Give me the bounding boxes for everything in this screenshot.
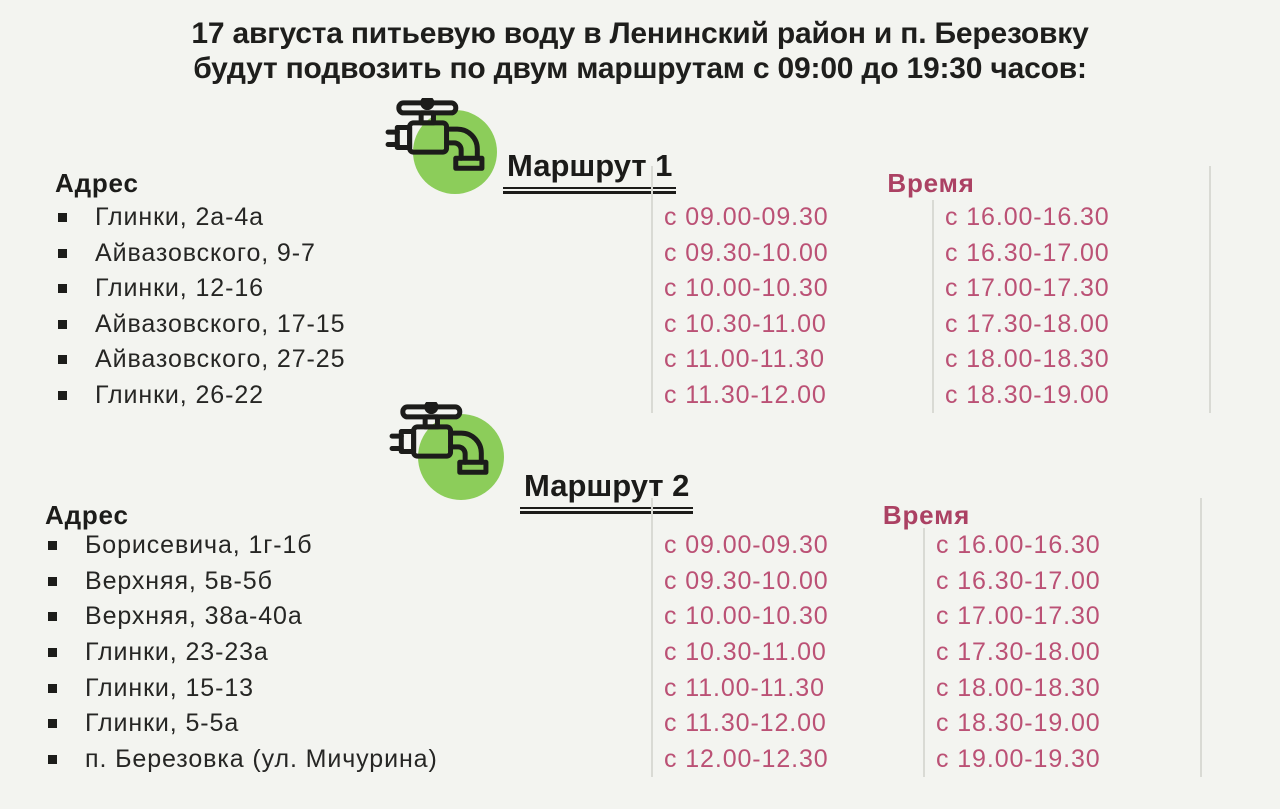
page-title: 17 августа питьевую воду в Ленинский рай… [0, 16, 1280, 86]
time-slot-morning: с 11.30-12.00 [651, 377, 932, 413]
address-cell: Верхняя, 5в-5б [45, 564, 651, 600]
time-slot-morning: с 09.30-10.00 [651, 563, 923, 600]
address-cell: Айвазовского, 27-25 [55, 342, 651, 378]
time-slot-evening: с 16.00-16.30 [932, 200, 1211, 236]
address-cell: Айвазовского, 17-15 [55, 307, 651, 343]
bullet-square-icon [58, 390, 67, 400]
bullet-square-icon [58, 355, 67, 365]
time-slot-evening: с 17.30-18.00 [932, 306, 1211, 342]
title-line-2: будут подвозить по двум маршрутам с 09:0… [193, 52, 1087, 85]
bullet-square-icon [48, 541, 57, 551]
bullet-square-icon [58, 319, 67, 329]
route-1-title: Маршрут 1 [503, 148, 677, 194]
route-2-table: Адрес Время Борисевича, 1г-1б с 09.00-09.… [45, 498, 1202, 778]
address-label: Борисевича, 1г-1б [85, 531, 313, 560]
time-slot-morning: с 10.00-10.30 [651, 599, 923, 635]
time-slot-evening: с 16.30-17.00 [923, 563, 1202, 600]
time-slot-evening: с 16.30-17.00 [932, 235, 1211, 271]
time-slot-morning: с 11.00-11.30 [651, 342, 932, 378]
bullet-square-icon [58, 248, 67, 258]
bullet-square-icon [58, 213, 67, 223]
time-slot-morning: с 12.00-12.30 [651, 741, 923, 778]
time-slot-morning: с 11.00-11.30 [651, 670, 923, 706]
bullet-square-icon [48, 576, 57, 586]
bullet-square-icon [48, 719, 57, 729]
address-label: Айвазовского, 17-15 [95, 309, 346, 338]
address-cell: Глинки, 12-16 [55, 271, 651, 307]
time-slot-evening: с 18.00-18.30 [932, 342, 1211, 378]
time-slot-morning: с 09.00-09.30 [651, 528, 923, 564]
address-cell: Глинки, 5-5а [45, 706, 651, 742]
time-slot-evening: с 17.00-17.30 [923, 599, 1202, 635]
address-cell: Айвазовского, 9-7 [55, 236, 651, 272]
time-column-header: Время [651, 166, 1211, 200]
address-label: Глинки, 12-16 [95, 274, 264, 303]
bullet-square-icon [48, 612, 57, 622]
time-slot-morning: с 10.30-11.00 [651, 306, 932, 342]
address-cell: Глинки, 2а-4а [55, 200, 651, 236]
address-column-header: Адрес [55, 168, 139, 198]
title-line-1: 17 августа питьевую воду в Ленинский рай… [191, 17, 1089, 50]
water-tap-icon [385, 98, 485, 171]
time-slot-morning: с 09.00-09.30 [651, 200, 932, 236]
address-cell: Глинки, 23-23а [45, 635, 651, 671]
route-1-table: Адрес Время Глинки, 2а-4а с 09.00-09.30 с … [55, 166, 1211, 413]
bullet-square-icon [48, 754, 57, 764]
address-label: Верхняя, 38а-40а [85, 602, 303, 631]
time-slot-morning: с 09.30-10.00 [651, 235, 932, 271]
time-slot-morning: с 10.00-10.30 [651, 271, 932, 307]
time-slot-evening: с 17.00-17.30 [932, 271, 1211, 307]
time-slot-morning: с 11.30-12.00 [651, 705, 923, 742]
bullet-square-icon [58, 284, 67, 294]
time-column-header: Время [651, 498, 1202, 530]
time-slot-morning: с 10.30-11.00 [651, 634, 923, 671]
address-label: Глинки, 2а-4а [95, 203, 264, 232]
time-slot-evening: с 18.30-19.00 [932, 377, 1211, 413]
address-cell: п. Березовка (ул. Мичурина) [45, 742, 651, 778]
time-slot-evening: с 18.30-19.00 [923, 705, 1202, 742]
time-slot-evening: с 18.00-18.30 [923, 670, 1202, 706]
time-slot-evening: с 16.00-16.30 [923, 528, 1202, 564]
water-tap-icon [389, 402, 489, 475]
address-column-header: Адрес [45, 500, 129, 530]
address-cell: Глинки, 15-13 [45, 670, 651, 706]
address-label: п. Березовка (ул. Мичурина) [85, 744, 438, 773]
address-cell: Верхняя, 38а-40а [45, 599, 651, 635]
address-label: Глинки, 5-5а [85, 709, 240, 738]
address-label: Глинки, 15-13 [85, 673, 254, 702]
address-label: Глинки, 23-23а [85, 638, 269, 667]
time-slot-evening: с 19.00-19.30 [923, 741, 1202, 778]
address-label: Айвазовского, 9-7 [95, 238, 316, 267]
address-label: Айвазовского, 27-25 [95, 345, 346, 374]
address-cell: Глинки, 26-22 [55, 378, 651, 414]
address-label: Глинки, 26-22 [95, 380, 264, 409]
bullet-square-icon [48, 683, 57, 693]
route-2-title: Маршрут 2 [520, 468, 694, 514]
address-cell: Борисевича, 1г-1б [45, 528, 651, 564]
time-slot-evening: с 17.30-18.00 [923, 634, 1202, 671]
address-label: Верхняя, 5в-5б [85, 566, 273, 595]
bullet-square-icon [48, 648, 57, 658]
